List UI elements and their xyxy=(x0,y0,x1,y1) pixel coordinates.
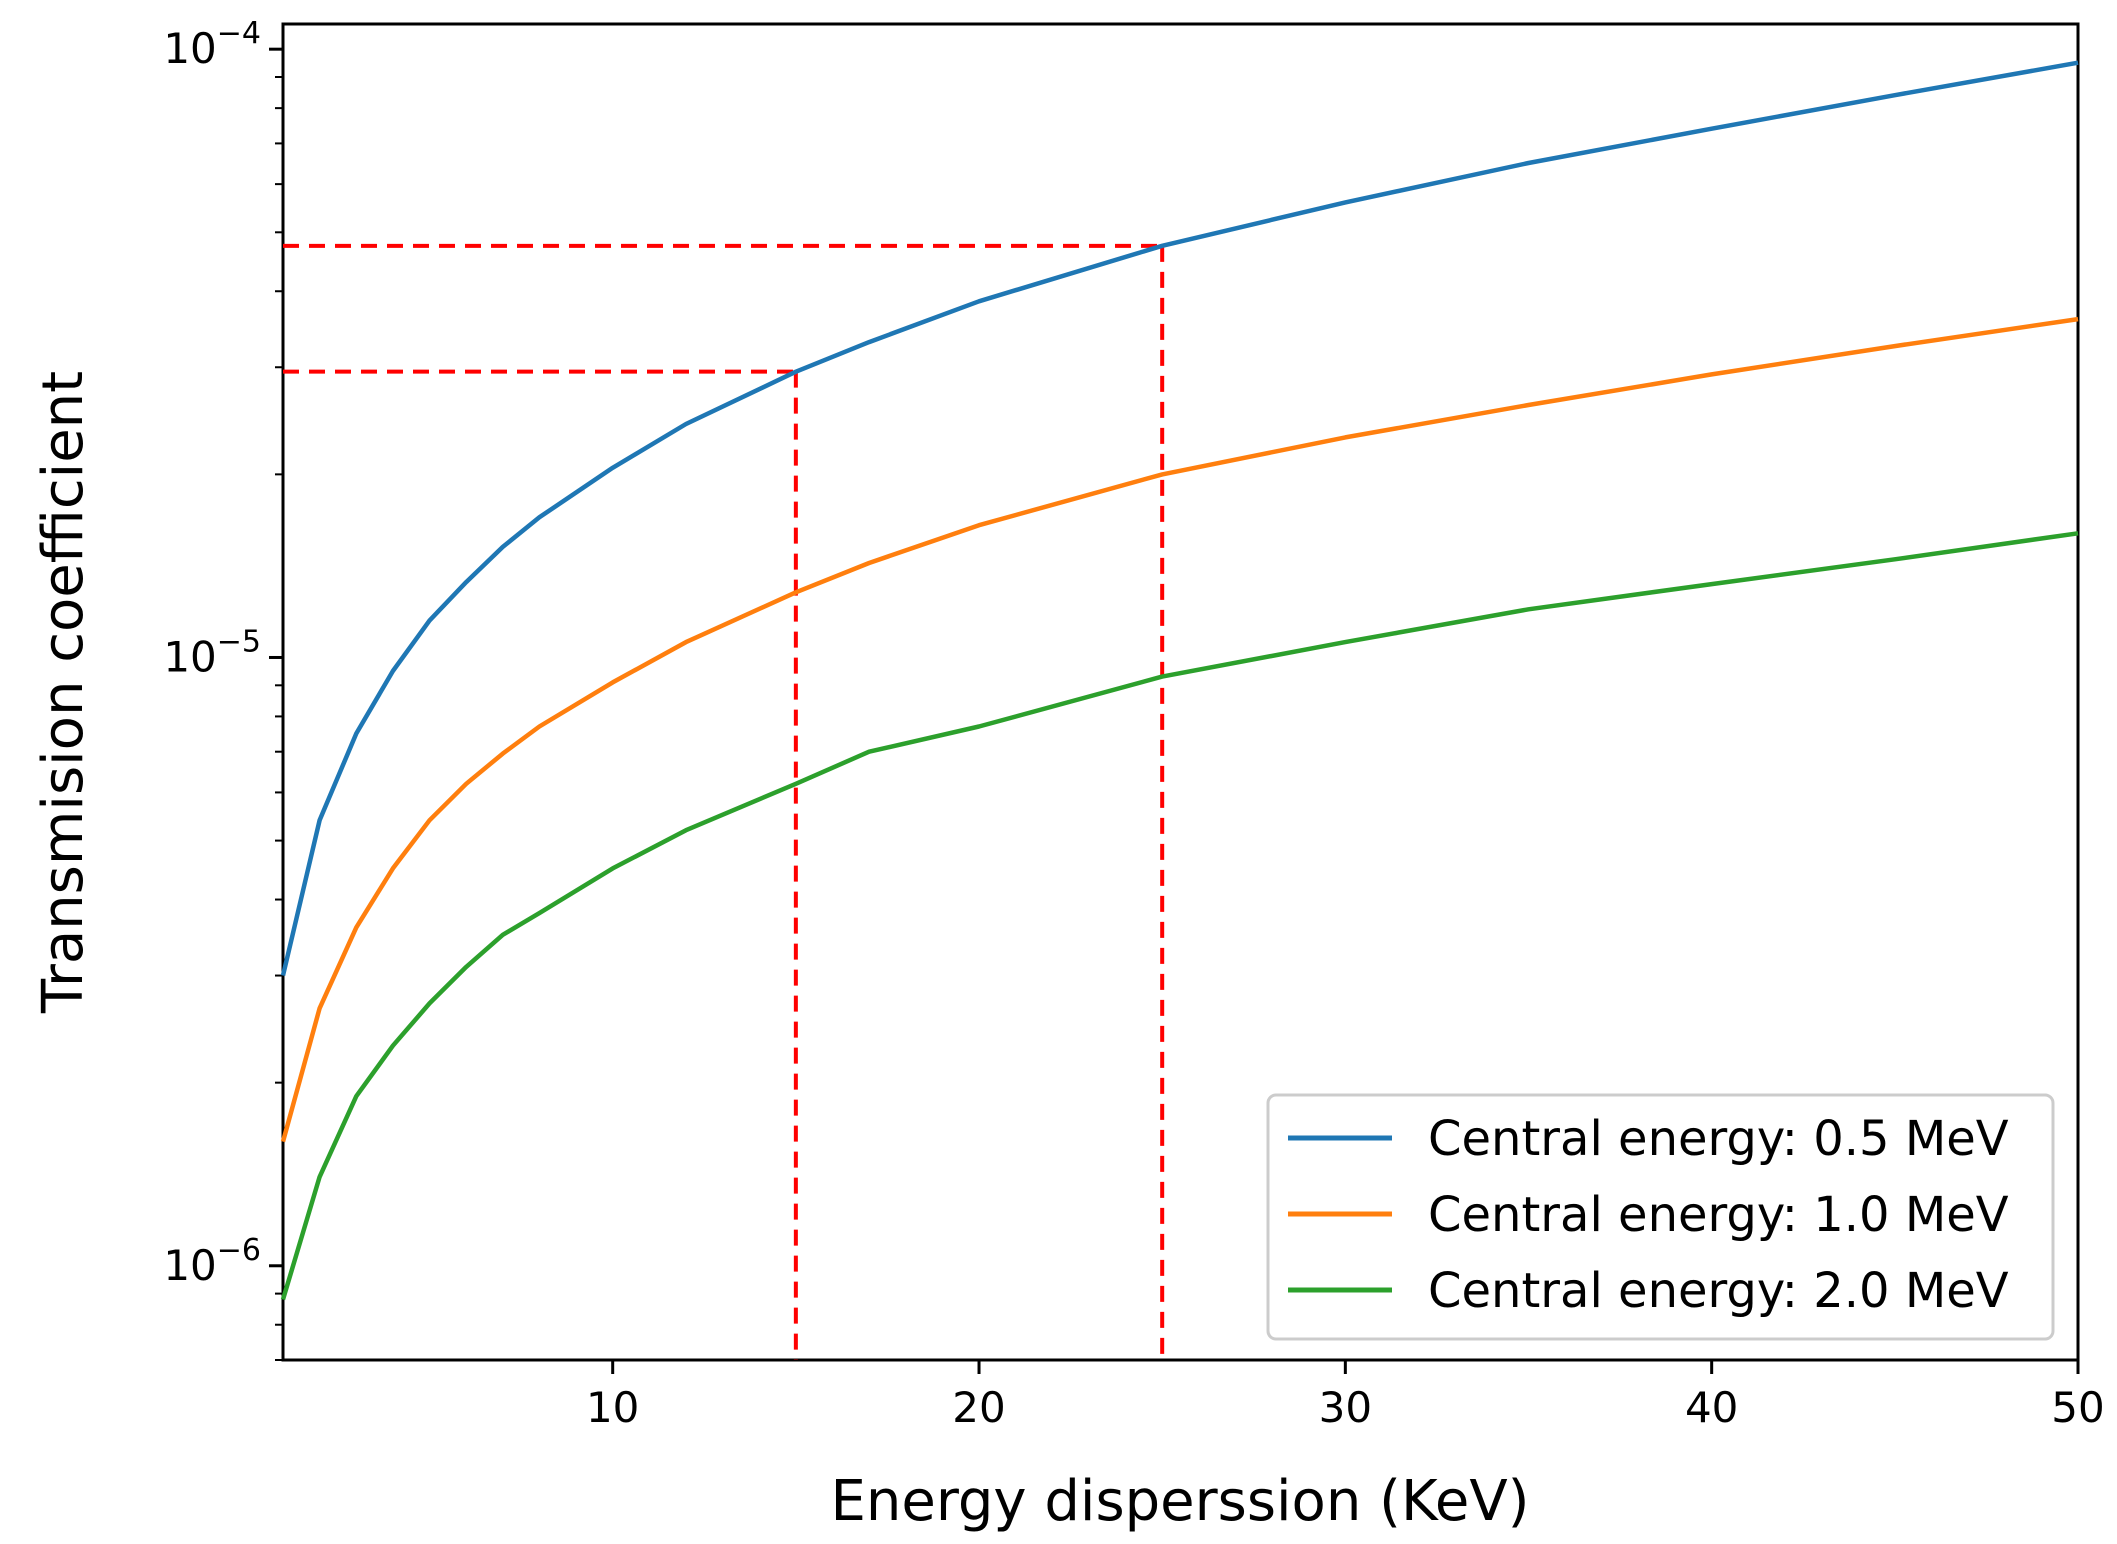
x-axis-label: Energy disperssion (KeV) xyxy=(830,1469,1529,1534)
x-tick-label: 10 xyxy=(586,1383,639,1432)
legend-label: Central energy: 2.0 MeV xyxy=(1428,1263,2009,1319)
series-line xyxy=(280,316,2079,1143)
plot-area xyxy=(281,22,2080,1362)
series-group xyxy=(280,60,2079,1301)
x-tick-label: 50 xyxy=(2051,1383,2104,1432)
x-tick-label: 20 xyxy=(952,1383,1005,1432)
x-tick-label: 40 xyxy=(1685,1383,1738,1432)
y-axis-ticks: 10−6 10−5 10−4 xyxy=(163,16,283,1361)
x-tick-label: 30 xyxy=(1319,1383,1372,1432)
series-line xyxy=(280,531,2079,1301)
plot-frame xyxy=(281,22,2080,1362)
series-line xyxy=(280,60,2079,977)
x-axis-ticks: 10 20 30 40 50 xyxy=(586,1360,2105,1432)
reference-lines xyxy=(283,243,1165,1360)
legend: Central energy: 0.5 MeV Central energy: 1… xyxy=(1266,1093,2055,1341)
legend-label: Central energy: 1.0 MeV xyxy=(1428,1187,2009,1243)
legend-label: Central energy: 0.5 MeV xyxy=(1428,1111,2009,1167)
y-tick-label: 10−4 xyxy=(163,16,261,73)
y-tick-label: 10−5 xyxy=(163,624,261,681)
legend-box xyxy=(1266,1093,2055,1341)
y-axis-label: Transmision coefficient xyxy=(31,371,96,1014)
y-tick-label: 10−6 xyxy=(163,1233,261,1290)
